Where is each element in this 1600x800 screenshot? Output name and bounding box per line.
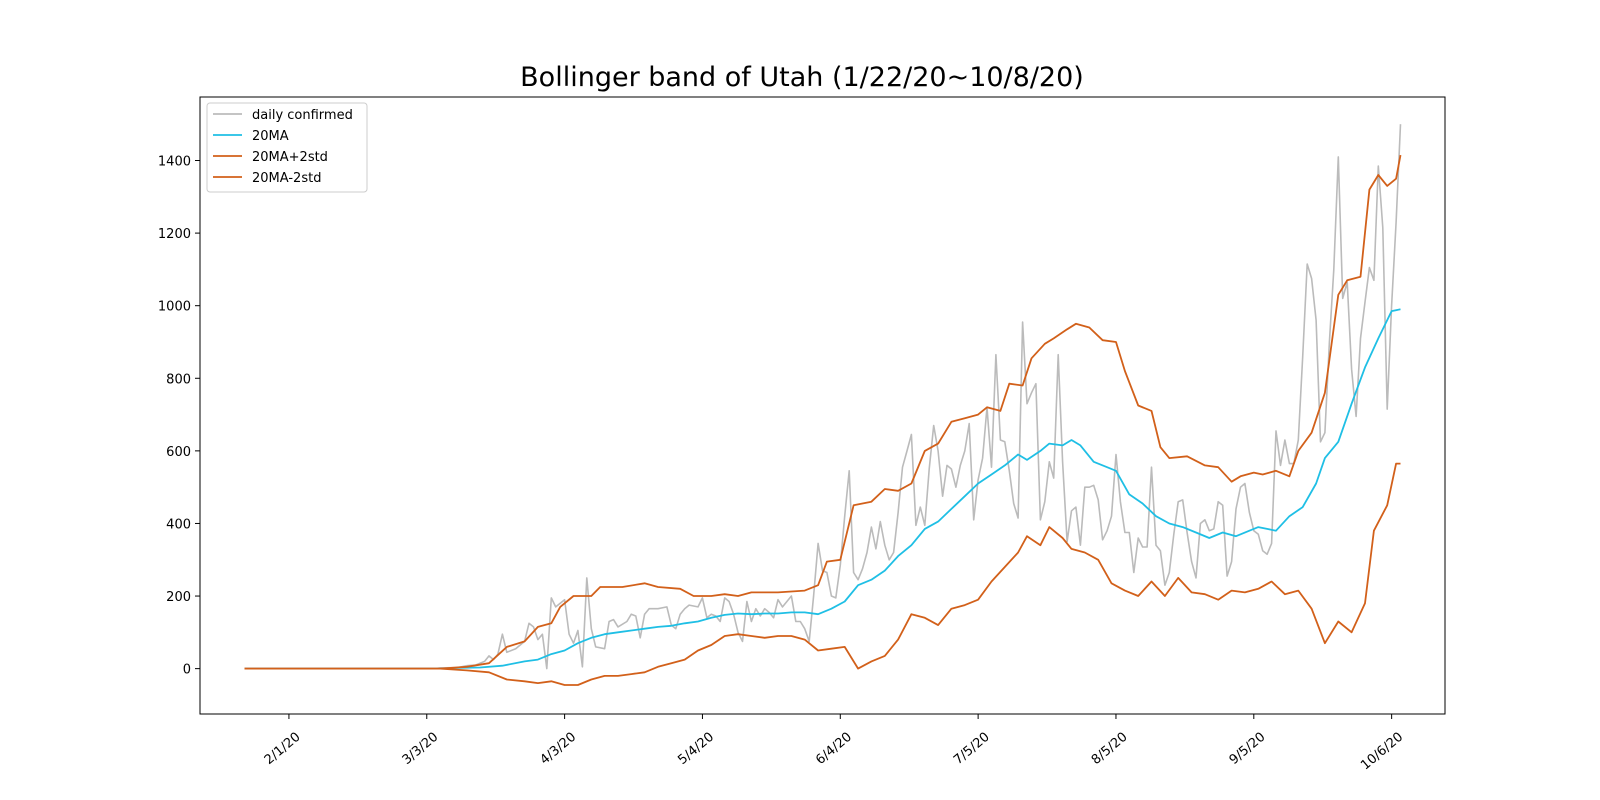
y-tick-label: 200 (166, 590, 191, 605)
legend-label: 20MA (252, 129, 289, 144)
x-tick-label: 5/4/20 (675, 730, 717, 768)
y-axis: 0 200 400 600 800 1000 1200 1400 (158, 155, 200, 678)
x-tick-label: 6/4/20 (813, 730, 855, 768)
x-tick-label: 3/3/20 (400, 730, 442, 768)
legend: daily confirmed 20MA 20MA+2std 20MA-2std (206, 102, 368, 193)
y-tick-label: 1400 (158, 155, 191, 170)
y-tick-label: 800 (166, 372, 191, 387)
y-tick-label: 1200 (158, 227, 191, 242)
y-tick-label: 1000 (158, 300, 191, 315)
plot-frame (199, 96, 1446, 715)
y-tick-label: 600 (166, 445, 191, 460)
x-tick-label: 10/6/20 (1358, 730, 1406, 774)
y-tick-label: 0 (183, 663, 191, 678)
series-layer (244, 124, 1402, 686)
x-tick-label: 4/3/20 (537, 730, 579, 768)
legend-label: 20MA-2std (252, 171, 321, 186)
x-tick-label: 7/5/20 (951, 730, 993, 768)
legend-box (206, 102, 368, 193)
series-line-daily-confirmed (244, 124, 1402, 670)
legend-label: 20MA+2std (252, 150, 328, 165)
x-tick-label: 9/5/20 (1227, 730, 1269, 768)
series-line-20ma-plus-2std (244, 154, 1402, 670)
legend-label: daily confirmed (252, 108, 353, 123)
x-tick-label: 2/1/20 (262, 730, 304, 768)
x-axis: 2/1/20 3/3/20 4/3/20 5/4/20 6/4/20 7/5/20 8/5/… (262, 714, 1406, 773)
chart-title: Bollinger band of Utah (1/22/20~10/8/20) (520, 62, 1084, 93)
y-tick-label: 400 (166, 517, 191, 532)
series-line-20ma (244, 308, 1401, 670)
x-tick-label: 8/5/20 (1089, 730, 1131, 768)
series-line-20ma-2std (244, 462, 1401, 686)
